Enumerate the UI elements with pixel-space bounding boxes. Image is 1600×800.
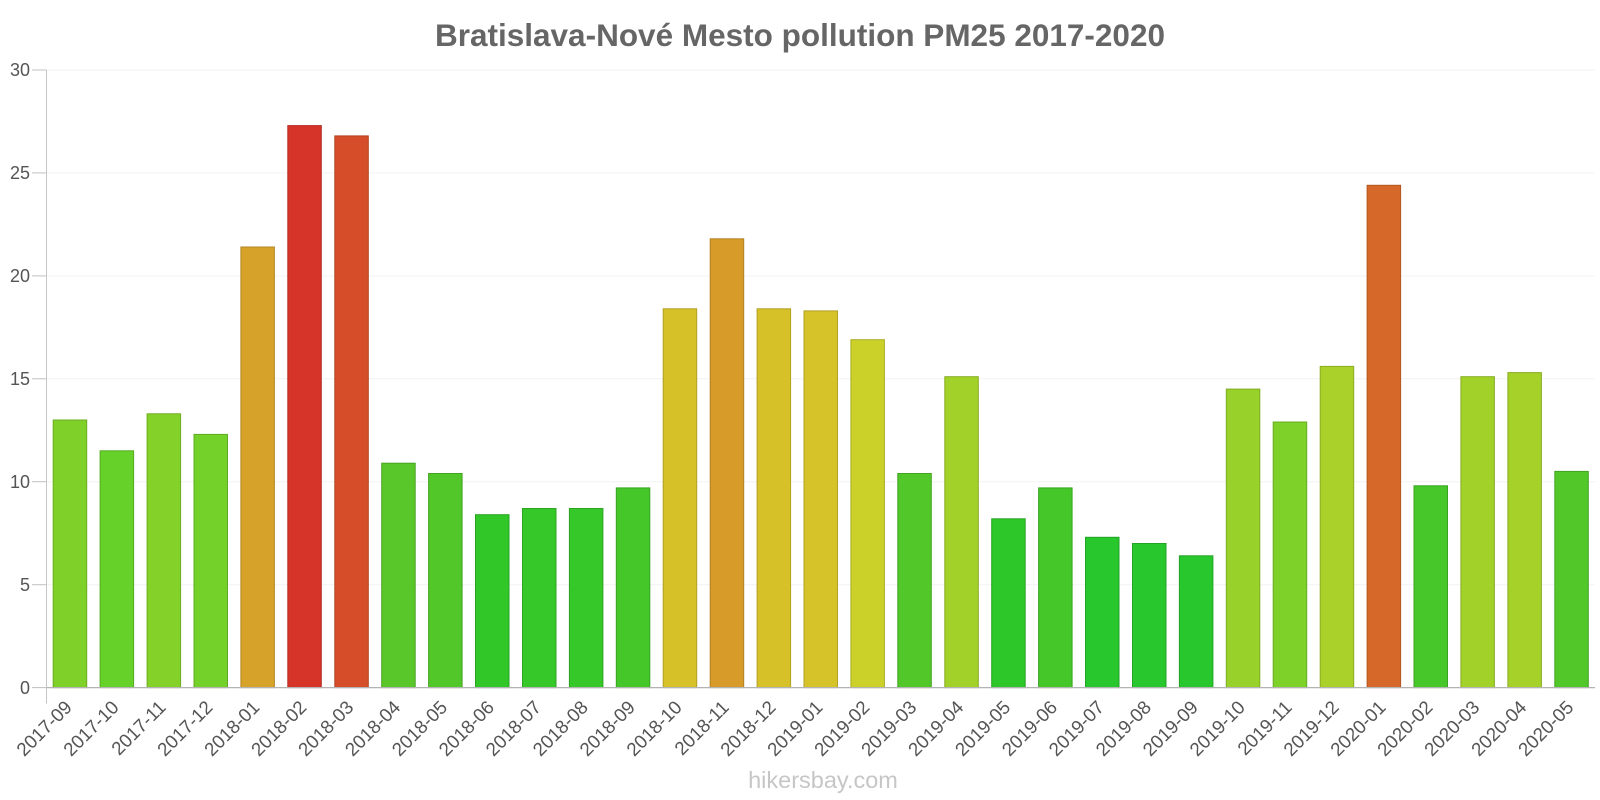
svg-text:0: 0 (20, 678, 30, 698)
svg-text:20: 20 (10, 266, 30, 286)
svg-text:15: 15 (10, 369, 30, 389)
svg-text:10: 10 (10, 472, 30, 492)
svg-text:5: 5 (20, 575, 30, 595)
svg-text:25: 25 (10, 163, 30, 183)
svg-text:30: 30 (10, 60, 30, 80)
svg-text:hikersbay.com: hikersbay.com (748, 767, 898, 793)
svg-text:Bratislava-Nové Mesto pollutio: Bratislava-Nové Mesto pollution PM25 201… (435, 17, 1165, 53)
